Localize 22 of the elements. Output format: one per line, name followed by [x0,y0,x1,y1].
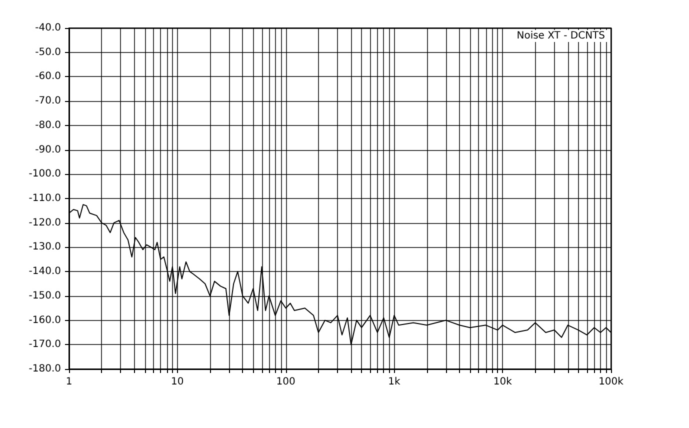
y-tick-label: -110.0 [28,193,61,204]
y-tick-label: -60.0 [35,71,61,82]
x-tick-label: 1k [388,376,400,388]
y-tick-label: -40.0 [35,22,61,34]
x-tick-label: 100k [598,376,624,388]
y-tick-label: -70.0 [35,96,61,107]
y-tick-label: -50.0 [35,46,61,58]
x-tick-label: 10k [493,376,512,388]
y-tick-label: -120.0 [28,217,61,228]
y-tick-label: -140.0 [28,266,61,278]
y-tick-label: -100.0 [28,168,61,180]
x-tick-label: 1 [66,376,72,388]
annotation: Noise XT - DCNTS [516,30,606,42]
x-tick-label: 100 [276,376,296,388]
x-tick-label: 10 [171,376,184,388]
y-tick-label: -130.0 [28,242,61,253]
y-tick-label: -90.0 [35,144,61,156]
y-tick-label: -80.0 [35,120,61,131]
y-tick-label: -180.0 [28,364,61,374]
y-tick-label: -170.0 [28,339,61,350]
y-tick-label: -160.0 [28,314,61,326]
y-tick-label: -150.0 [28,290,61,302]
